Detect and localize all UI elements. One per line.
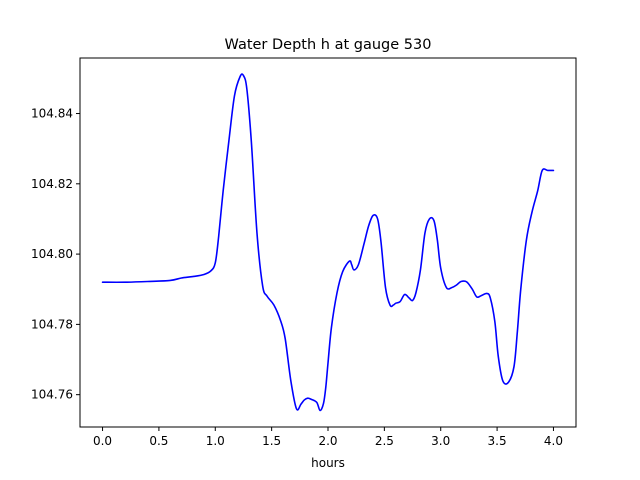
x-axis-label: hours — [311, 456, 345, 470]
series-line — [101, 73, 555, 412]
y-tick-label: 104.82 — [31, 177, 73, 191]
y-axis: 104.76 104.78 104.80 104.82 104.84 — [31, 107, 80, 402]
y-tick-label: 104.78 — [31, 317, 73, 331]
x-axis: 0.0 0.5 1.0 1.5 2.0 2.5 3.0 3.5 4.0 — [93, 427, 563, 448]
x-tick-label: 3.5 — [488, 434, 507, 448]
x-tick-label: 0.5 — [149, 434, 168, 448]
y-tick-label: 104.84 — [31, 107, 73, 121]
y-tick-label: 104.80 — [31, 247, 73, 261]
y-tick-label: 104.76 — [31, 388, 73, 402]
x-tick-label: 0.0 — [93, 434, 112, 448]
x-tick-label: 2.0 — [318, 434, 337, 448]
plot-area — [101, 73, 555, 412]
x-tick-label: 3.0 — [431, 434, 450, 448]
x-tick-label: 1.5 — [262, 434, 281, 448]
x-tick-label: 2.5 — [375, 434, 394, 448]
x-tick-label: 4.0 — [544, 434, 563, 448]
x-tick-label: 1.0 — [206, 434, 225, 448]
chart-title: Water Depth h at gauge 530 — [225, 37, 432, 53]
